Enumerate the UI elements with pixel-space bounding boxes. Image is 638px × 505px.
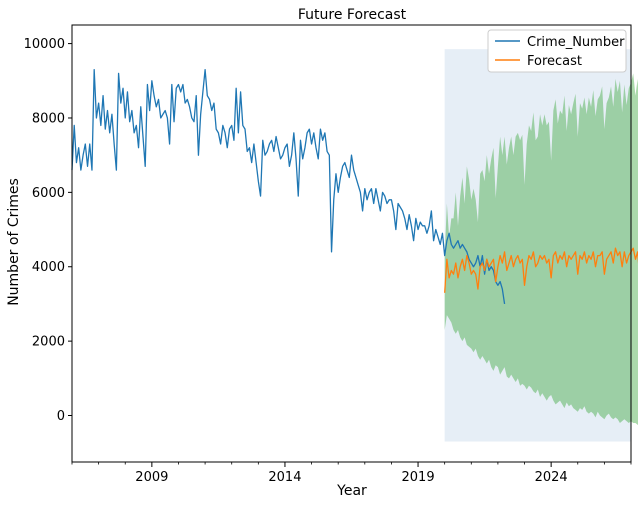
x-tick-label: 2014	[268, 470, 301, 485]
legend-label-forecast: Forecast	[527, 54, 582, 69]
legend: Crime_Number Forecast	[487, 29, 627, 73]
x-tick-label: 2009	[135, 470, 168, 485]
axes-layer: 0 2000 4000 6000 8000 10000 2009 2014 2019 2024	[24, 24, 632, 485]
y-tick-label: 8000	[32, 111, 65, 126]
plot-layer	[71, 49, 638, 442]
y-tick-label: 4000	[32, 260, 65, 275]
y-axis-label: Number of Crimes	[6, 178, 22, 306]
legend-box	[487, 29, 627, 73]
x-axis-label: Year	[336, 483, 367, 499]
legend-label-crime-number: Crime_Number	[527, 35, 625, 50]
y-tick-label: 0	[57, 409, 65, 424]
x-tick-label: 2024	[535, 470, 568, 485]
plot-frame	[71, 24, 632, 463]
y-tick-label: 6000	[32, 186, 65, 201]
forecast-region-shade	[444, 49, 631, 442]
y-tick-label: 2000	[32, 335, 65, 350]
x-tick-label: 2019	[402, 470, 435, 485]
chart-title: Future Forecast	[298, 7, 407, 23]
series-line-crime-number	[71, 68, 506, 305]
series-line-forecast	[444, 247, 638, 293]
y-tick-label: 10000	[24, 37, 65, 52]
confidence-interval-band	[444, 73, 638, 426]
